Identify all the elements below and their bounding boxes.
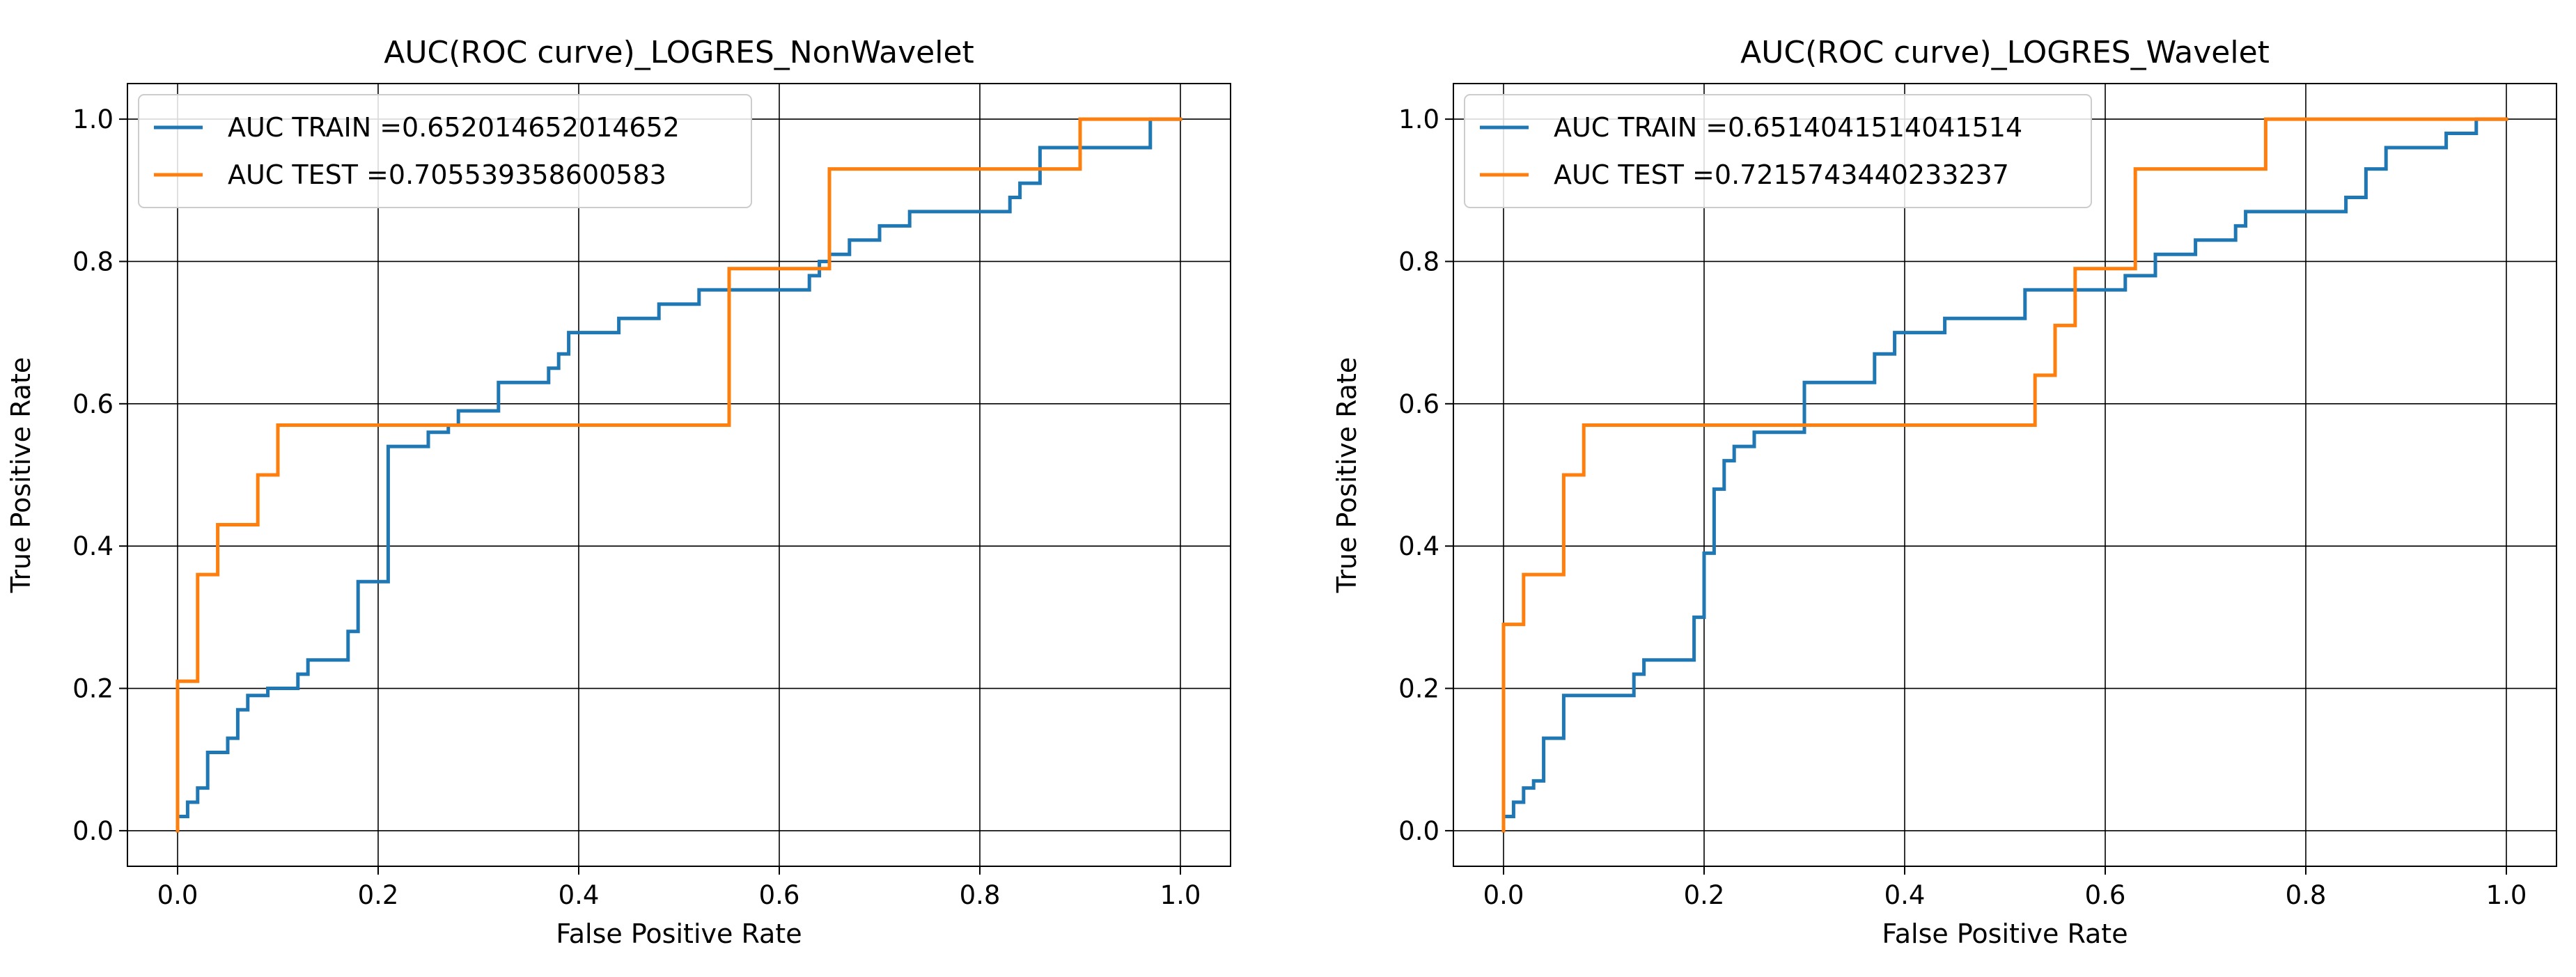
y-tick-label: 0.2 [1398,674,1439,704]
x-tick-label: 0.6 [2085,880,2126,910]
plot-area [127,84,1231,866]
x-tick-label: 0.4 [1884,880,1926,910]
roc-chart-nonwavelet: 0.0 0.2 0.4 0.6 0.8 1.0 0.0 0.2 0.4 0.6 0.8 1.0 AUC(… [6,35,1231,949]
legend-box [1464,94,2092,208]
legend: AUC TRAIN =0.6514041514041514 AUC TEST =0… [1464,94,2092,208]
y-tick-label: 0.4 [72,531,114,561]
x-axis-label: False Positive Rate [556,919,802,949]
x-tick-label: 0.0 [157,880,198,910]
x-tick-label: 0.6 [759,880,800,910]
legend-entry: AUC TRAIN =0.652014652014652 [228,112,680,143]
legend-entry: AUC TRAIN =0.6514041514041514 [1554,112,2022,143]
series-line-test [1501,117,2508,833]
legend-entry: AUC TEST =0.705539358600583 [228,159,666,190]
y-tick-label: 0.4 [1398,531,1439,561]
x-tick-label: 0.8 [2286,880,2327,910]
y-tick-label: 1.0 [1398,104,1439,134]
plot-frame [1453,83,2557,867]
series-line-train [175,117,1182,833]
y-tick-label: 0.6 [1398,389,1439,419]
legend-box [138,94,752,208]
y-tick-label: 0.2 [72,674,114,704]
roc-chart-wavelet: 0.0 0.2 0.4 0.6 0.8 1.0 0.0 0.2 0.4 0.6 0.8 1.0 AUC(… [1332,35,2557,949]
y-tick-label: 0.0 [72,816,114,846]
plot-area [1453,84,2557,866]
y-tick-label: 1.0 [72,104,114,134]
plot-frame [127,83,1231,867]
y-tick-label: 0.8 [72,247,114,276]
x-tick-label: 1.0 [2486,880,2527,910]
series-line-train [1501,117,2508,833]
y-tick-label: 0.0 [1398,816,1439,846]
x-axis-label: False Positive Rate [1882,919,2128,949]
x-tick-label: 0.0 [1483,880,1524,910]
chart-title: AUC(ROC curve)_LOGRES_Wavelet [1740,35,2270,70]
y-axis-label: True Positive Rate [1332,357,1362,594]
x-tick-label: 0.8 [960,880,1001,910]
legend-entry: AUC TEST =0.7215743440233237 [1554,159,2009,190]
chart-title: AUC(ROC curve)_LOGRES_NonWavelet [384,35,974,70]
x-tick-label: 0.2 [1684,880,1725,910]
x-tick-label: 0.2 [358,880,399,910]
y-tick-label: 0.6 [72,389,114,419]
y-tick-label: 0.8 [1398,247,1439,276]
y-axis-label: True Positive Rate [6,357,36,594]
legend: AUC TRAIN =0.652014652014652 AUC TEST =0.… [138,94,752,208]
series-line-test [175,117,1182,833]
x-tick-label: 0.4 [559,880,600,910]
x-tick-label: 1.0 [1160,880,1201,910]
